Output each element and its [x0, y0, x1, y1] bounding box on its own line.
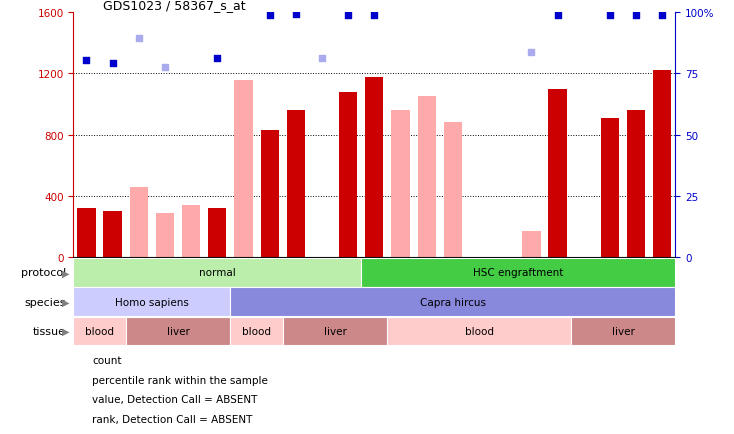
Bar	[366, 78, 383, 258]
Bar	[522, 232, 540, 258]
Bar	[156, 214, 174, 258]
Bar	[388, 317, 570, 345]
Text: blood: blood	[85, 326, 114, 336]
Text: blood: blood	[242, 326, 271, 336]
Point	[159, 65, 171, 72]
Point	[368, 13, 380, 20]
Bar	[443, 123, 462, 258]
Bar	[73, 259, 361, 287]
Bar	[287, 111, 305, 258]
Text: ▶: ▶	[62, 268, 70, 278]
Text: ▶: ▶	[62, 297, 70, 307]
Point	[316, 56, 328, 62]
Bar	[391, 111, 410, 258]
Bar	[230, 288, 675, 316]
Bar	[627, 111, 645, 258]
Bar	[208, 209, 227, 258]
Point	[133, 36, 145, 43]
Text: tissue: tissue	[33, 326, 66, 336]
Bar	[361, 259, 675, 287]
Text: normal: normal	[199, 268, 236, 278]
Point	[552, 13, 564, 20]
Bar	[339, 92, 357, 258]
Bar	[77, 209, 95, 258]
Text: liver: liver	[324, 326, 346, 336]
Text: liver: liver	[611, 326, 634, 336]
Bar	[230, 317, 283, 345]
Text: Homo sapiens: Homo sapiens	[115, 297, 189, 307]
Text: blood: blood	[465, 326, 493, 336]
Point	[264, 13, 275, 20]
Point	[631, 13, 642, 20]
Bar	[653, 71, 672, 258]
Text: HSC engraftment: HSC engraftment	[473, 268, 564, 278]
Point	[342, 13, 354, 20]
Bar	[261, 131, 279, 258]
Text: protocol: protocol	[21, 268, 66, 278]
Bar	[182, 206, 200, 258]
Bar	[103, 211, 122, 258]
Point	[604, 13, 616, 20]
Point	[290, 11, 302, 18]
Text: rank, Detection Call = ABSENT: rank, Detection Call = ABSENT	[92, 414, 252, 424]
Bar	[73, 317, 126, 345]
Bar	[600, 118, 619, 258]
Text: value, Detection Call = ABSENT: value, Detection Call = ABSENT	[92, 395, 258, 404]
Bar	[283, 317, 388, 345]
Point	[656, 13, 668, 20]
Bar	[126, 317, 230, 345]
Bar	[418, 97, 436, 258]
Point	[81, 57, 92, 64]
Bar	[73, 288, 230, 316]
Text: species: species	[24, 297, 66, 307]
Text: Capra hircus: Capra hircus	[420, 297, 486, 307]
Text: liver: liver	[167, 326, 189, 336]
Bar	[234, 80, 252, 258]
Text: GDS1023 / 58367_s_at: GDS1023 / 58367_s_at	[103, 0, 246, 12]
Point	[106, 60, 118, 67]
Bar	[548, 89, 567, 258]
Point	[211, 56, 223, 62]
Bar	[130, 187, 148, 258]
Bar	[570, 317, 675, 345]
Text: percentile rank within the sample: percentile rank within the sample	[92, 375, 269, 385]
Text: ▶: ▶	[62, 326, 70, 336]
Text: count: count	[92, 355, 122, 365]
Point	[526, 49, 537, 56]
